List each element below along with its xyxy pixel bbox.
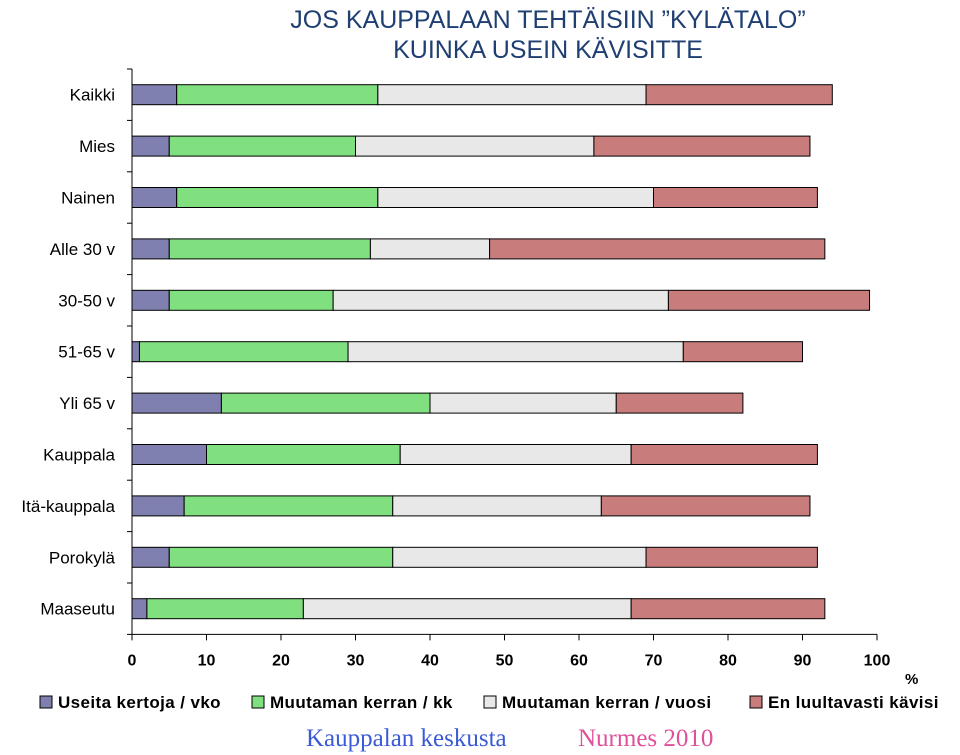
bar-segment xyxy=(183,495,394,517)
bar-segment xyxy=(146,598,304,620)
bar-segment xyxy=(168,238,371,260)
category-label: Yli 65 v xyxy=(59,394,115,413)
category-label: Kaikki xyxy=(70,86,115,105)
x-tick-label: 10 xyxy=(198,652,216,669)
bar-segment xyxy=(176,84,379,106)
bar-segment xyxy=(131,598,148,620)
x-unit-label: % xyxy=(905,671,918,688)
bar-segment xyxy=(489,238,826,260)
category-labels: Kaikki Mies Nainen Alle 30 v 30-50 v 51-65 v Y… xyxy=(21,86,115,619)
chart-title-line-2: KUINKA USEIN KÄVISITTE xyxy=(393,36,703,64)
bar-segment xyxy=(131,341,140,363)
legend: Useita kertoja / vko Muutaman kerran / kk… xyxy=(39,693,939,712)
footer-place-year: Nurmes 2010 xyxy=(578,725,713,752)
bar-segment xyxy=(220,392,431,414)
bar-segment xyxy=(131,135,170,157)
x-tick-label: 40 xyxy=(421,652,439,669)
bar-segment xyxy=(176,187,379,208)
legend-swatch xyxy=(483,695,497,709)
category-label: Nainen xyxy=(61,189,115,208)
chart-title-line-1: JOS KAUPPALAAN TEHTÄISIIN ”KYLÄTALO” xyxy=(290,6,805,34)
bar-segment xyxy=(377,84,647,106)
legend-label: Muutaman kerran / kk xyxy=(270,693,453,712)
bar-segment xyxy=(593,135,811,157)
bar-segment xyxy=(131,495,185,517)
category-label: 51-65 v xyxy=(58,343,115,362)
x-tick-label: 80 xyxy=(719,652,737,669)
bar-segment xyxy=(131,444,207,465)
category-label: Alle 30 v xyxy=(50,240,116,259)
bar-segment xyxy=(645,546,818,568)
bar-segment xyxy=(131,546,170,568)
category-label: Itä-kauppala xyxy=(21,497,115,516)
bar-segment xyxy=(630,444,818,465)
bar-segment xyxy=(615,392,744,414)
bar-segment xyxy=(138,341,349,363)
bar-segment xyxy=(131,392,222,414)
x-axis: 0 10 20 30 40 50 60 70 80 90 100 xyxy=(127,68,891,669)
legend-label: Muutaman kerran / vuosi xyxy=(502,693,711,712)
x-tick-label: 60 xyxy=(570,652,588,669)
bar-segment xyxy=(392,495,602,517)
bar-segment xyxy=(168,546,394,568)
bar-segment xyxy=(168,289,334,311)
legend-swatch xyxy=(749,695,763,709)
x-tick-label: 70 xyxy=(645,652,663,669)
bar-segment xyxy=(131,84,178,106)
category-label: Porokylä xyxy=(49,548,116,567)
bar-segment xyxy=(429,392,617,414)
bar-segment xyxy=(131,289,170,311)
bar-segment xyxy=(369,238,491,260)
bar-segment xyxy=(377,187,654,208)
bars xyxy=(131,84,871,620)
x-tick-label: 0 xyxy=(128,652,137,669)
x-tick-label: 50 xyxy=(496,652,514,669)
bar-segment xyxy=(399,444,632,465)
bar-segment xyxy=(131,187,178,208)
bar-segment xyxy=(355,135,595,157)
bar-segment xyxy=(600,495,811,517)
bar-segment xyxy=(206,444,401,465)
legend-label: En luultavasti kävisi xyxy=(768,693,939,712)
x-tick-label: 20 xyxy=(272,652,290,669)
category-label: 30-50 v xyxy=(58,291,115,310)
bar-segment xyxy=(392,546,647,568)
x-tick-label: 30 xyxy=(347,652,365,669)
bar-segment xyxy=(347,341,684,363)
bar-segment xyxy=(653,187,818,208)
category-label: Kauppala xyxy=(43,446,115,465)
bar-segment xyxy=(667,289,871,311)
x-tick-label: 100 xyxy=(864,652,891,669)
category-label: Mies xyxy=(79,137,115,156)
bar-segment xyxy=(630,598,826,620)
bar-segment xyxy=(302,598,632,620)
legend-swatch xyxy=(39,695,53,709)
x-tick-label: 90 xyxy=(794,652,812,669)
footer-location: Kauppalan keskusta xyxy=(306,725,507,752)
bar-segment xyxy=(168,135,356,157)
bar-segment xyxy=(682,341,803,363)
category-label: Maaseutu xyxy=(40,600,115,619)
legend-swatch xyxy=(251,695,265,709)
bar-segment xyxy=(131,238,170,260)
bar-segment xyxy=(645,84,833,106)
legend-label: Useita kertoja / vko xyxy=(58,693,221,712)
bar-segment xyxy=(332,289,669,311)
